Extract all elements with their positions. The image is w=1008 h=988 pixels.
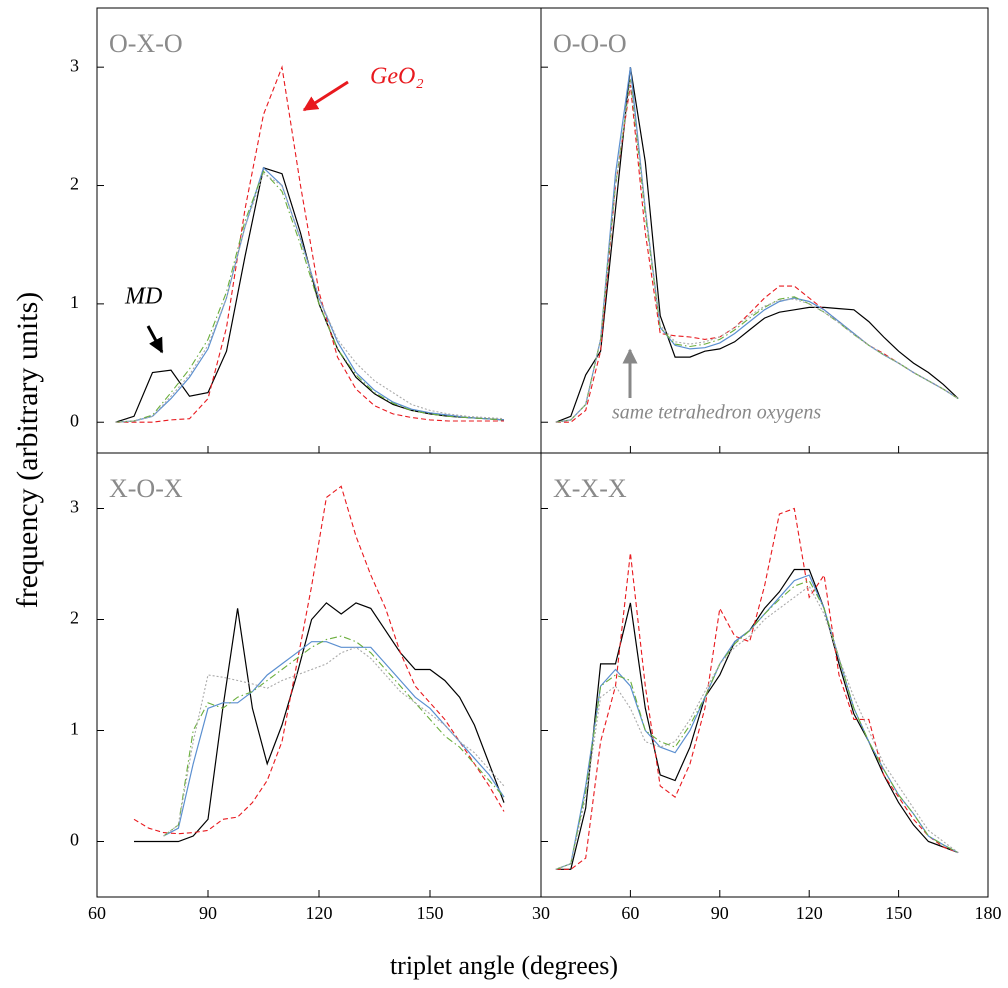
plot-frame [540,7,989,454]
x-tick-label: 120 [306,903,333,923]
x-tick-label: 90 [711,903,729,923]
y-tick-label: 2 [70,608,79,628]
y-axis-label: frequency (arbitrary units) [11,292,44,609]
x-tick-label: 30 [532,903,550,923]
y-tick-label: 3 [70,497,79,517]
x-tick-label: 60 [88,903,106,923]
data-line [134,602,505,843]
x-tick-label: 90 [199,903,217,923]
x-tick-label: 120 [796,903,823,923]
x-tick-label: 180 [975,903,1002,923]
data-line [163,641,505,837]
y-tick-label: 0 [70,410,79,430]
data-line [555,84,959,423]
y-tick-label: 2 [70,174,79,194]
annotation: GeO₂ [370,64,424,90]
data-line [133,485,505,835]
data-line [555,568,959,870]
data-line [115,172,505,423]
data-line [115,167,505,423]
data-line [115,166,505,423]
data-line [115,170,505,423]
data-line [555,67,959,423]
panel-label: O-X-O [109,29,183,58]
data-line [163,646,505,837]
data-line [555,78,959,423]
plot-frame [96,7,542,454]
arrow [302,80,349,112]
x-tick-label: 150 [885,903,912,923]
y-tick-label: 1 [70,719,79,739]
plot-frame [540,452,989,898]
data-line [115,65,504,423]
annotation: MD [124,284,162,310]
x-tick-label: 60 [621,903,639,923]
y-tick-label: 3 [70,55,79,75]
y-tick-label: 1 [70,292,79,312]
data-line [555,579,959,870]
data-line [555,507,959,870]
panel-label: X-O-X [109,474,183,503]
plot-frame [96,452,542,898]
annotation: same tetrahedron oxygens [612,402,821,424]
panel-label: O-O-O [553,29,627,58]
panel-label: X-X-X [553,474,627,503]
data-line [163,635,505,837]
x-tick-label: 150 [417,903,444,923]
arrow [146,325,164,354]
data-line [555,67,959,423]
data-line [555,78,959,423]
y-tick-label: 0 [70,830,79,850]
x-axis-label: triplet angle (degrees) [390,951,618,980]
data-line [555,585,959,870]
